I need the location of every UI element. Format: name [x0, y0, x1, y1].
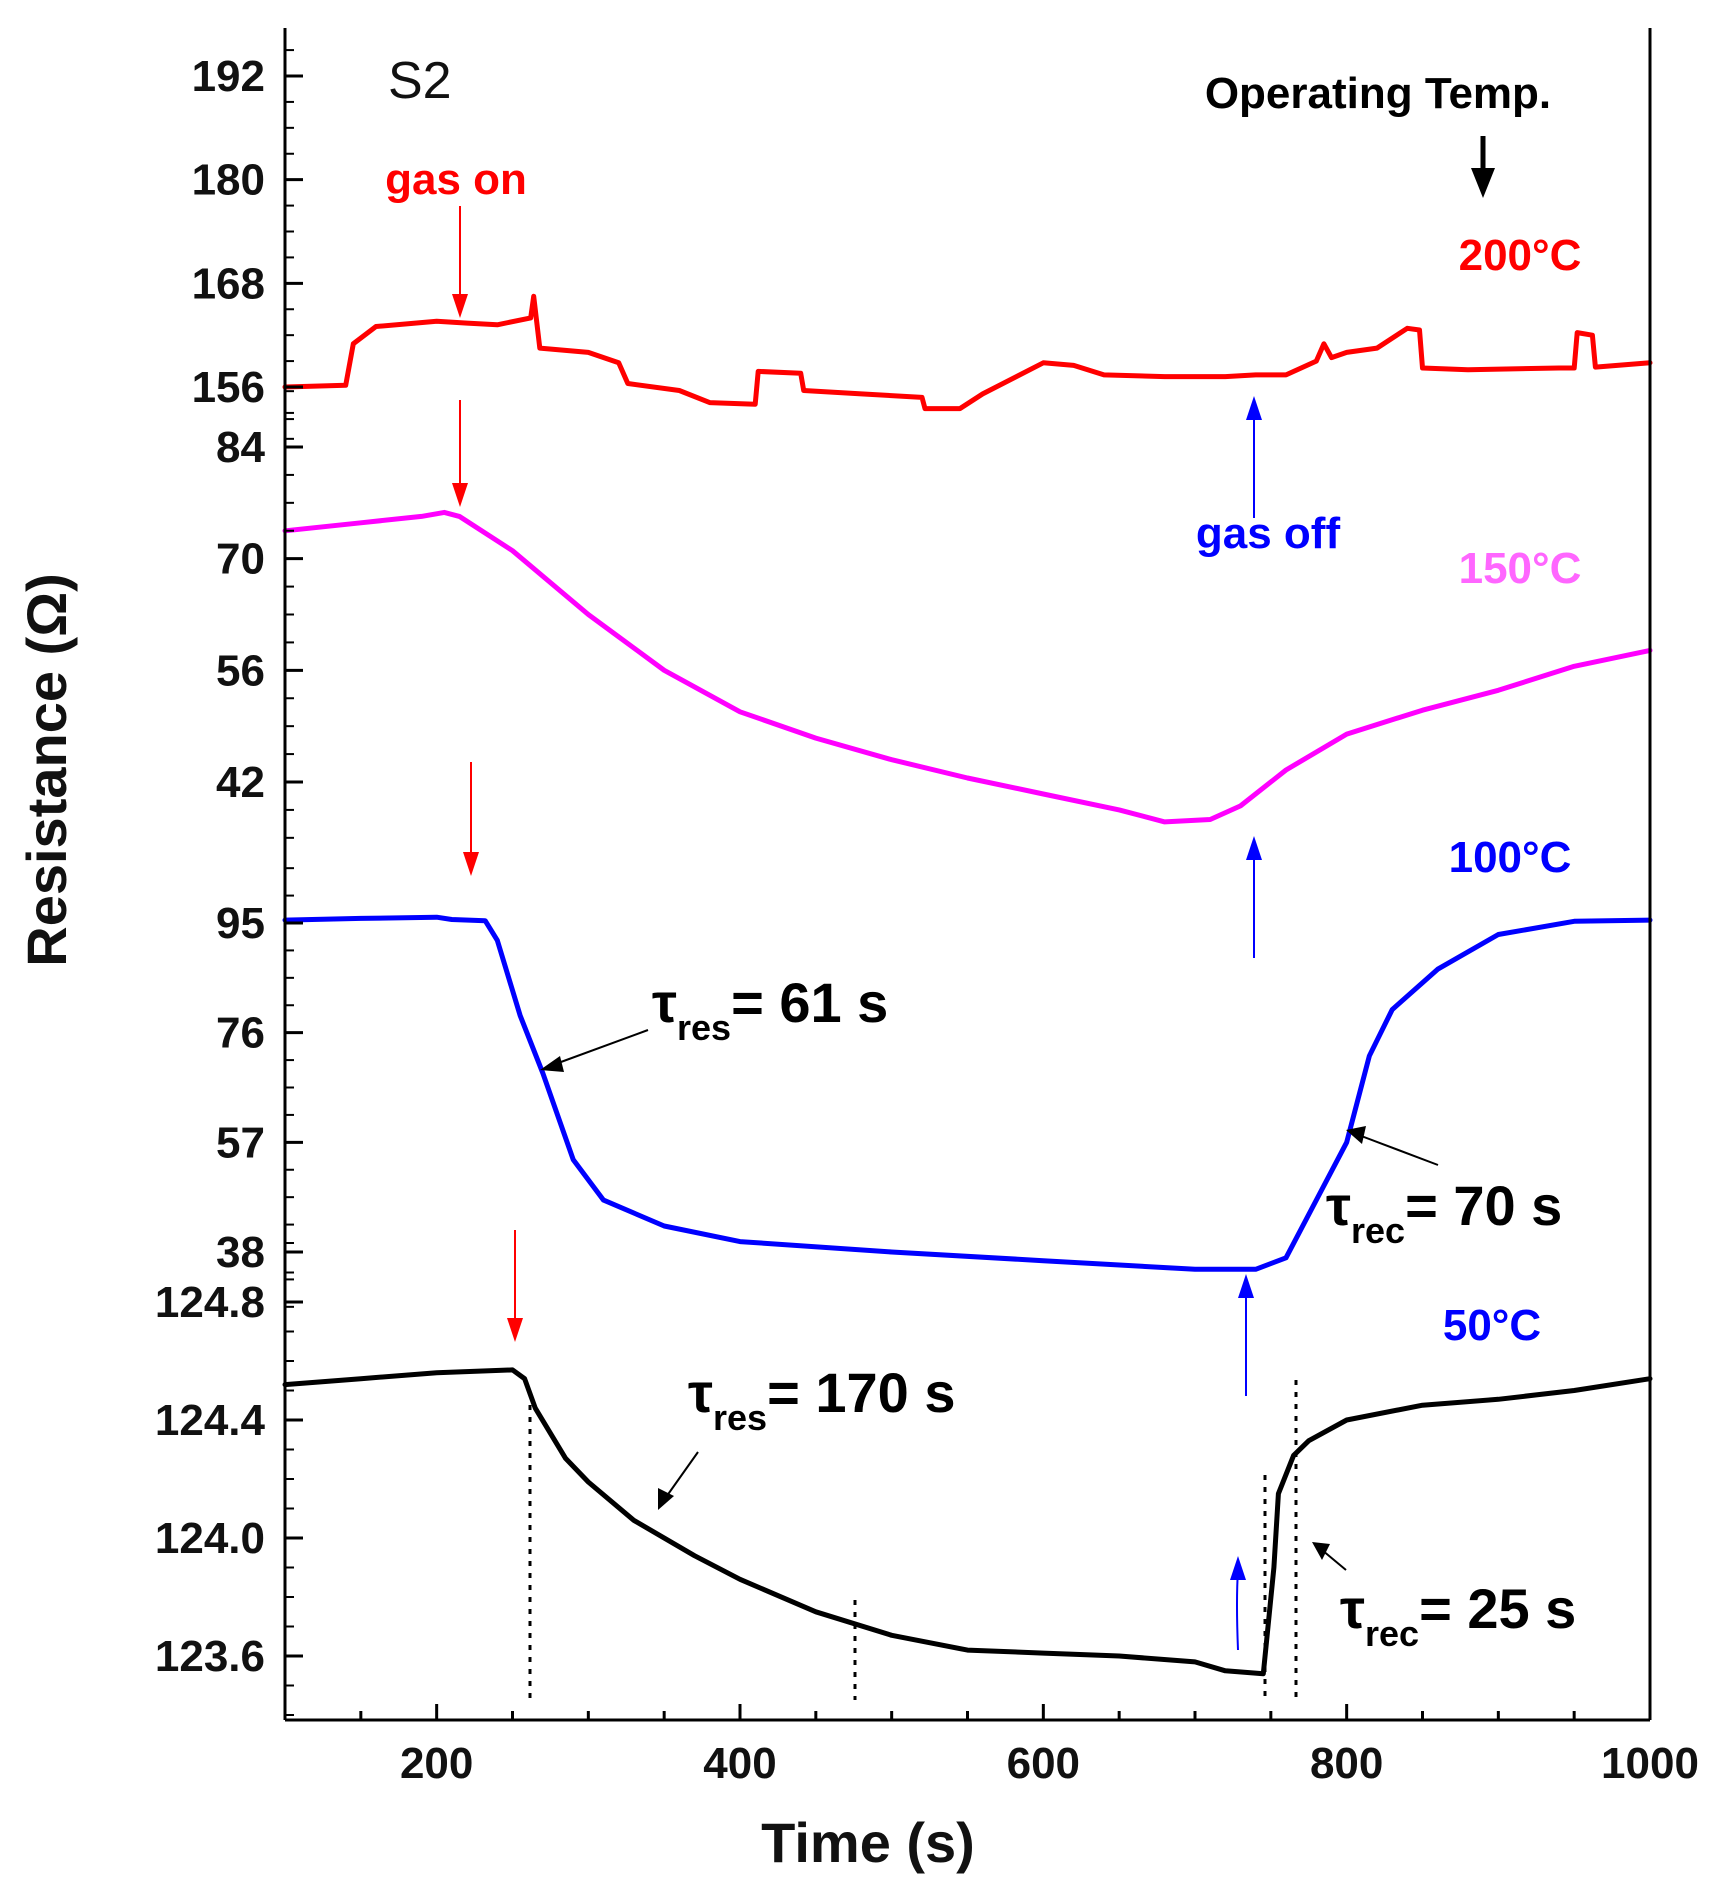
tau-subscript: rec — [1351, 1210, 1405, 1251]
tau-value: = 170 s — [767, 1361, 955, 1424]
gas-on-label: gas on — [385, 155, 527, 204]
tau-res-50-label: τres= 170 s — [688, 1361, 955, 1438]
x-tick-label: 600 — [1007, 1739, 1080, 1788]
gas-off-arrowhead-100 — [1238, 1274, 1254, 1298]
series-line-100C — [282, 914, 1653, 1272]
temp-label-200: 200°C — [1459, 231, 1582, 280]
y-tick-label: 76 — [216, 1009, 265, 1058]
gas-on-arrowhead-150 — [452, 483, 468, 507]
y-tick-label: 42 — [216, 758, 265, 807]
y-tick-label: 192 — [192, 52, 265, 101]
x-tick-label: 800 — [1310, 1739, 1383, 1788]
x-tick-label: 400 — [703, 1739, 776, 1788]
y-tick-label: 70 — [216, 535, 265, 584]
tau-res-50-pointer — [663, 1451, 699, 1501]
y-axis-title: Resistance (Ω) — [15, 573, 78, 966]
gas-off-arrowhead-50 — [1230, 1556, 1246, 1580]
y-tick-label: 124.4 — [155, 1396, 266, 1445]
gas-on-arrowhead-50 — [507, 1318, 523, 1342]
arrows-layer — [452, 136, 1495, 1700]
tau-symbol: τ — [652, 971, 677, 1034]
gas-on-arrowhead-100 — [463, 852, 479, 876]
temp-label-150: 150°C — [1459, 544, 1582, 593]
x-tick-label: 1000 — [1601, 1739, 1699, 1788]
tau-rec-50-pointer-head — [1312, 1542, 1330, 1560]
tau-symbol: τ — [1326, 1174, 1351, 1237]
temp-label-100: 100°C — [1449, 833, 1572, 882]
y-tick-label: 57 — [216, 1118, 265, 1167]
gas-off-arrowhead-150 — [1246, 836, 1262, 860]
tau-subscript: rec — [1365, 1613, 1419, 1654]
tau-rec-100-pointer-head — [1346, 1126, 1366, 1144]
y-tick-label: 168 — [192, 259, 265, 308]
y-tick-label: 84 — [216, 423, 265, 472]
y-tick-label: 156 — [192, 363, 265, 412]
x-tick-label: 200 — [400, 1739, 473, 1788]
x-axis-title: Time (s) — [761, 1811, 975, 1874]
sample-label: S2 — [388, 52, 452, 110]
operating-temp-arrowhead — [1471, 168, 1495, 198]
tau-symbol: τ — [688, 1361, 713, 1424]
tau-rec-100-label: τrec= 70 s — [1326, 1174, 1562, 1251]
tau-value: = 25 s — [1419, 1577, 1576, 1640]
y-tick-label: 95 — [216, 899, 265, 948]
y-tick-label: 123.6 — [155, 1632, 265, 1681]
tau-rec-50-label: τrec= 25 s — [1340, 1577, 1576, 1654]
series-line-150C — [282, 509, 1653, 825]
y-tick-label: 56 — [216, 646, 265, 695]
y-tick-label: 124.8 — [155, 1278, 265, 1327]
gas-off-arrowhead-200 — [1246, 396, 1262, 420]
temp-label-50: 50°C — [1443, 1301, 1541, 1350]
y-tick-label: 180 — [192, 156, 265, 205]
series-layer — [282, 293, 1653, 1677]
series-line-50C — [282, 1367, 1653, 1677]
axes-layer: 200 400 600 800 1000 156 168 180 192 42 56 70 84 38 57… — [155, 28, 1699, 1788]
tau-subscript: res — [713, 1397, 767, 1438]
tau-subscript: res — [677, 1007, 731, 1048]
y-tick-label: 38 — [216, 1228, 265, 1277]
tau-value: = 61 s — [731, 971, 888, 1034]
tau-rec-50-pointer — [1321, 1549, 1347, 1571]
tau-rec-100-pointer — [1355, 1133, 1439, 1166]
operating-temp-label: Operating Temp. — [1205, 69, 1551, 118]
tau-res-50-pointer-head — [658, 1488, 674, 1510]
y-tick-label: 124.0 — [155, 1514, 265, 1563]
tau-symbol: τ — [1340, 1577, 1365, 1640]
gas-on-arrowhead-200 — [452, 294, 468, 318]
tau-value: = 70 s — [1405, 1174, 1562, 1237]
gas-off-label: gas off — [1196, 509, 1341, 558]
tau-res-100-pointer — [549, 1029, 649, 1067]
tau-res-100-pointer-head — [540, 1056, 564, 1072]
gas-off-arrow-50 — [1236, 1569, 1239, 1651]
tau-res-100-label: τres= 61 s — [652, 971, 888, 1048]
series-line-200C — [282, 293, 1653, 412]
